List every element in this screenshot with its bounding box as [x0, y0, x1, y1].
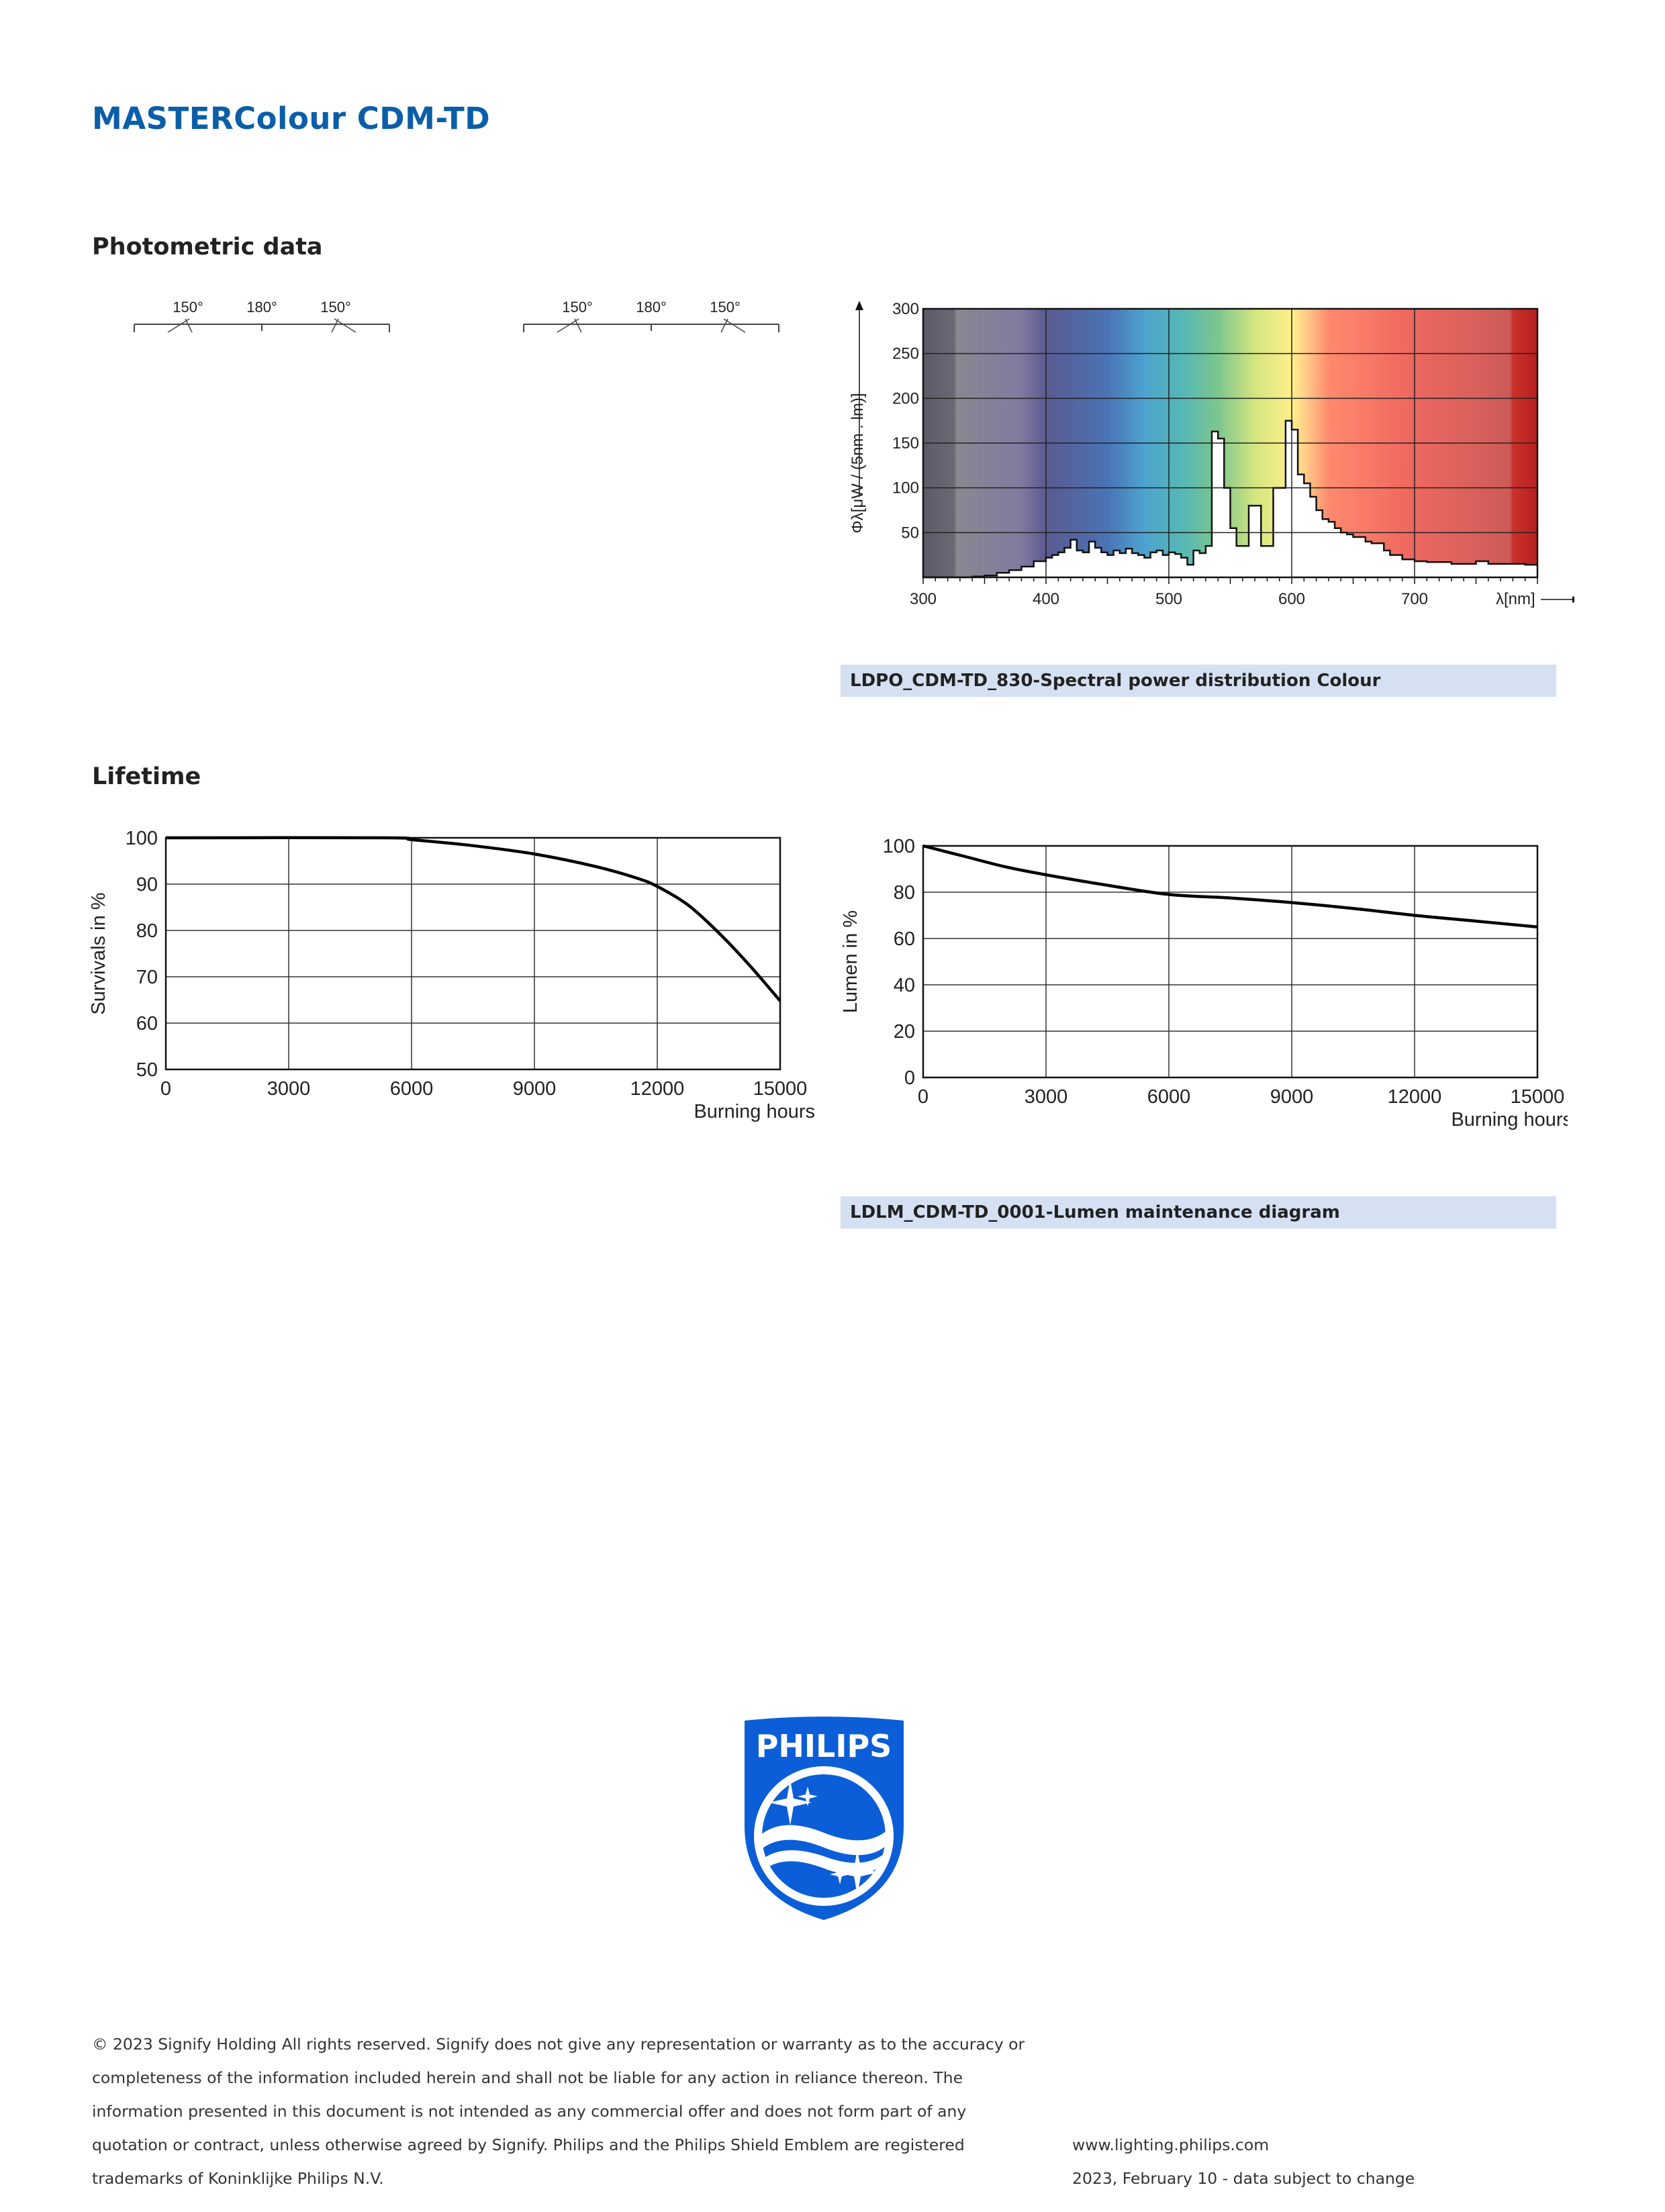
y-tick-label: 70 — [136, 967, 158, 988]
x-axis-arrowhead — [1572, 596, 1574, 603]
x-tick-label: 6000 — [390, 1078, 434, 1100]
x-tick-label: 9000 — [513, 1078, 557, 1100]
footer-legal-line: trademarks of Koninklijke Philips N.V. — [92, 2169, 384, 2188]
y-tick-label: 50 — [136, 1059, 158, 1081]
spectral-power-chart: 300 400 500 600 700 50 100 150 200 250 300 Φλ[μW /… — [849, 300, 1574, 608]
y-tick-label: 250 — [892, 345, 919, 363]
y-tick-label: 90 — [136, 874, 158, 896]
y-tick-label: 100 — [883, 836, 915, 857]
polar-scale-right: 150° 180° 150° — [523, 299, 779, 333]
x-tick-label: 300 — [910, 590, 937, 608]
footer-legal-line: completeness of the information included… — [92, 2068, 963, 2087]
spectrum-series-line — [923, 420, 1537, 579]
y-axis-label: Φλ[μW / (5nm . lm)] — [849, 393, 867, 534]
x-axis-label: λ[nm] — [1496, 590, 1535, 608]
footer-legal-line: information presented in this document i… — [92, 2102, 967, 2121]
y-axis-arrowhead — [855, 301, 863, 310]
x-tick-label: 3000 — [267, 1078, 311, 1100]
y-tick-label: 60 — [894, 928, 915, 950]
x-axis-label: Burning hours — [694, 1101, 815, 1122]
y-tick-label: 100 — [892, 479, 919, 497]
polar-scale-left: 150° 180° 150° — [134, 299, 390, 333]
y-axis-label: Lumen in % — [840, 910, 861, 1013]
x-tick-label: 600 — [1278, 590, 1305, 608]
footer-date: 2023, February 10 - data subject to chan… — [1072, 2169, 1415, 2188]
x-tick-label: 15000 — [753, 1078, 808, 1100]
x-tick-label: 15000 — [1511, 1086, 1565, 1108]
logo-wordmark: PHILIPS — [756, 1728, 892, 1764]
y-axis-label: Survivals in % — [88, 892, 109, 1014]
series-line — [165, 836, 781, 1002]
footer-meta: www.lighting.philips.com 2023, February … — [1072, 2128, 1415, 2195]
y-tick-label: 80 — [136, 920, 158, 942]
y-tick-label: 100 — [126, 828, 158, 849]
footer-legal-line: © 2023 Signify Holding All rights reserv… — [92, 2035, 1025, 2054]
polar-angle-center: 180° — [246, 299, 277, 316]
y-tick-label: 0 — [904, 1067, 915, 1089]
spectral-caption: LDPO_CDM-TD_830-Spectral power distribut… — [841, 665, 1556, 697]
x-tick-label: 3000 — [1025, 1086, 1068, 1108]
footer-website-link[interactable]: www.lighting.philips.com — [1072, 2135, 1270, 2154]
x-tick-label: 500 — [1155, 590, 1182, 608]
y-tick-label: 80 — [894, 882, 915, 904]
x-tick-label: 700 — [1401, 590, 1428, 608]
survival-chart: 0 3000 6000 9000 12000 15000 50 60 70 80 90 100 Sur… — [88, 828, 815, 1122]
lumen-maintenance-chart: 0 3000 6000 9000 12000 15000 0 20 40 60 80 100 Lume… — [840, 836, 1568, 1131]
x-tick-label: 0 — [160, 1078, 171, 1100]
y-tick-label: 200 — [892, 389, 919, 407]
series-line — [922, 844, 1538, 929]
polar-angle-left: 150° — [562, 299, 593, 316]
x-tick-label: 12000 — [1388, 1086, 1442, 1108]
x-axis-label: Burning hours — [1451, 1109, 1568, 1131]
polar-angle-center: 180° — [636, 299, 667, 316]
page-title: MASTERColour CDM-TD — [92, 101, 491, 136]
x-tick-label: 0 — [918, 1086, 929, 1108]
footer-legal: © 2023 Signify Holding All rights reserv… — [92, 2027, 1086, 2195]
section-lifetime: Lifetime — [92, 763, 201, 790]
footer-legal-line: quotation or contract, unless otherwise … — [92, 2135, 965, 2154]
x-tick-label: 6000 — [1147, 1086, 1191, 1108]
x-tick-label: 400 — [1033, 590, 1059, 608]
y-tick-label: 60 — [136, 1013, 158, 1035]
plot-frame — [164, 836, 781, 1071]
y-tick-label: 50 — [901, 524, 919, 542]
polar-angle-left: 150° — [173, 299, 203, 316]
polar-angle-right: 150° — [320, 299, 351, 316]
y-tick-label: 300 — [892, 300, 919, 318]
x-tick-label: 12000 — [630, 1078, 685, 1100]
lumen-caption: LDLM_CDM-TD_0001-Lumen maintenance diagr… — [841, 1196, 1556, 1229]
y-tick-label: 150 — [892, 434, 919, 452]
x-tick-label: 9000 — [1270, 1086, 1314, 1108]
plot-frame — [922, 845, 1539, 1079]
polar-angle-right: 150° — [710, 299, 741, 316]
y-tick-label: 20 — [894, 1021, 915, 1043]
philips-shield-logo: PHILIPS — [745, 1717, 904, 1920]
y-tick-label: 40 — [894, 975, 915, 996]
section-photometric-data: Photometric data — [92, 234, 323, 260]
